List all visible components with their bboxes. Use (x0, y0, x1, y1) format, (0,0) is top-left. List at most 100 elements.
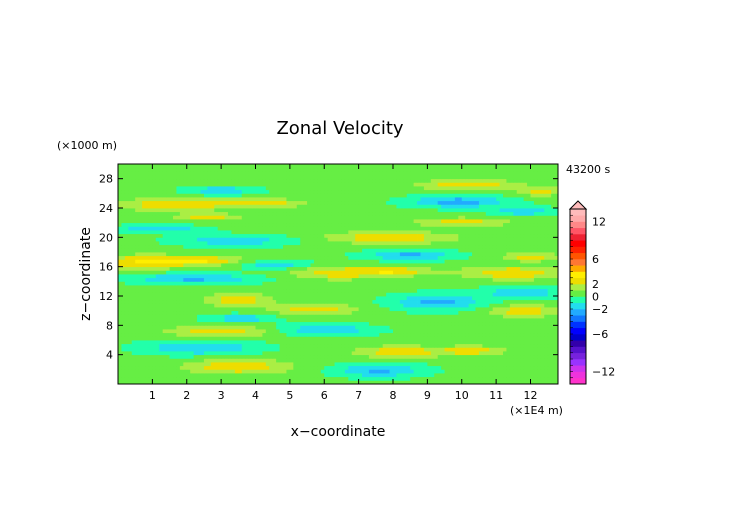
heatmap-cell (307, 288, 311, 293)
heatmap-cell (224, 299, 229, 304)
heatmap-cell (272, 340, 277, 345)
heatmap-cell (513, 332, 518, 337)
heatmap-cell (448, 274, 452, 279)
heatmap-cell (351, 336, 356, 341)
heatmap-cell (327, 285, 332, 290)
heatmap-cell (162, 292, 167, 297)
heatmap-cell (286, 266, 291, 271)
heatmap-cell (362, 292, 366, 297)
heatmap-cell (307, 358, 311, 363)
heatmap-cell (224, 329, 229, 334)
heatmap-cell (485, 373, 490, 378)
heatmap-cell (162, 307, 167, 312)
heatmap-cell (492, 310, 497, 315)
heatmap-cell (444, 358, 449, 363)
heatmap-cell (148, 354, 153, 359)
heatmap-cell (499, 248, 504, 253)
heatmap-cell (375, 332, 380, 337)
heatmap-cell (341, 351, 346, 356)
heatmap-cell (331, 299, 335, 304)
heatmap-cell (159, 310, 164, 315)
heatmap-cell (173, 270, 177, 275)
heatmap-cell (341, 332, 346, 337)
heatmap-cell (135, 266, 140, 271)
heatmap-cell (190, 303, 195, 308)
heatmap-cell (434, 380, 439, 384)
heatmap-cell (159, 252, 164, 257)
heatmap-cell (540, 310, 545, 315)
heatmap-cell (179, 277, 184, 282)
heatmap-cell (496, 277, 500, 282)
heatmap-cell (214, 255, 219, 260)
heatmap-cell (152, 248, 157, 253)
heatmap-cell (362, 369, 366, 374)
heatmap-cell (506, 314, 511, 319)
heatmap-cell (193, 255, 198, 260)
heatmap-cell (423, 277, 428, 282)
heatmap-cell (234, 351, 239, 356)
heatmap-cell (262, 336, 267, 341)
heatmap-cell (348, 347, 353, 352)
heatmap-cell (358, 340, 363, 345)
heatmap-cell (173, 244, 177, 249)
heatmap-cell (228, 307, 232, 312)
heatmap-cell (200, 303, 205, 308)
heatmap-cell (413, 270, 418, 275)
heatmap-cell (131, 362, 136, 367)
heatmap-cell (241, 266, 246, 271)
heatmap-cell (451, 340, 456, 345)
heatmap-cell (496, 380, 500, 384)
heatmap-cell (234, 266, 239, 271)
heatmap-cell (468, 376, 473, 381)
heatmap-cell (293, 365, 298, 370)
heatmap-cell (197, 321, 201, 326)
heatmap-cell (252, 332, 256, 337)
heatmap-cell (362, 329, 366, 334)
heatmap-cell (554, 351, 558, 356)
heatmap-cell (190, 336, 195, 341)
heatmap-cell (231, 299, 236, 304)
heatmap-cell (341, 296, 346, 301)
heatmap-cell (255, 288, 260, 293)
heatmap-cell (313, 252, 318, 257)
heatmap-cell (503, 288, 507, 293)
heatmap-cell (485, 314, 490, 319)
heatmap-cell (396, 244, 401, 249)
heatmap-cell (365, 340, 370, 345)
heatmap-cell (465, 296, 470, 301)
heatmap-cell (451, 373, 456, 378)
heatmap-cell (499, 314, 504, 319)
heatmap-cell (389, 340, 394, 345)
heatmap-cell (155, 365, 160, 370)
heatmap-cell (472, 241, 476, 246)
heatmap-cell (190, 252, 195, 257)
heatmap-cell (296, 343, 301, 348)
heatmap-cell (166, 376, 170, 381)
heatmap-cell (296, 321, 301, 326)
heatmap-cell (307, 296, 311, 301)
heatmap-cell (320, 296, 325, 301)
heatmap-cell (207, 336, 212, 341)
heatmap-cell (513, 285, 518, 290)
heatmap-cell (234, 373, 239, 378)
heatmap-cell (496, 343, 500, 348)
heatmap-cell (317, 255, 322, 260)
heatmap-cell (372, 281, 377, 286)
heatmap-cell (283, 241, 287, 246)
heatmap-cell (475, 347, 480, 352)
heatmap-cell (269, 310, 274, 315)
heatmap-cell (255, 314, 260, 319)
heatmap-cell (131, 310, 136, 315)
heatmap-cell (338, 314, 342, 319)
heatmap-cell (448, 369, 452, 374)
heatmap-cell (121, 373, 126, 378)
heatmap-cell (331, 241, 335, 246)
heatmap-cell (379, 252, 384, 257)
heatmap-cell (386, 321, 390, 326)
heatmap-cell (441, 310, 445, 315)
heatmap-cell (252, 343, 256, 348)
heatmap-cell (307, 325, 311, 330)
heatmap-cell (544, 296, 549, 301)
heatmap-cell (221, 332, 225, 337)
heatmap-cell (379, 329, 384, 334)
